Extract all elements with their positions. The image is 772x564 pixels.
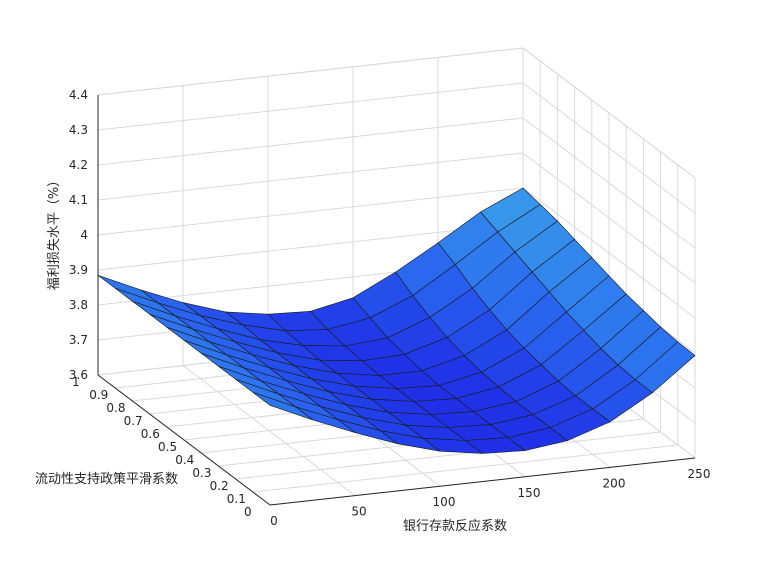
back-wall-gridline [97, 187, 524, 236]
y-tick-label: 0 [244, 505, 252, 519]
z-tick-label: 4.3 [69, 123, 88, 137]
y-tick-label: 0.9 [89, 388, 108, 402]
floor-gridline [235, 431, 661, 480]
tick-labels: 05010015020025000.10.20.30.40.50.60.70.8… [69, 88, 711, 528]
z-tick-label: 4.2 [69, 158, 88, 172]
y-tick-label: 0.4 [175, 453, 194, 467]
y-tick-label: 0.6 [141, 427, 160, 441]
y-axis-label: 流动性支持政策平滑系数 [35, 471, 178, 487]
back-wall-gridline [97, 117, 524, 166]
surface-face [97, 274, 158, 304]
y-tick-label: 0.2 [210, 479, 229, 493]
side-wall-gridline [522, 117, 696, 249]
axes [97, 95, 696, 506]
x-tick-label: 150 [518, 486, 541, 500]
z-tick-label: 3.8 [69, 298, 88, 312]
y-tick-label: 1 [72, 375, 80, 389]
side-wall-gridline [522, 187, 696, 319]
z-tick-label: 3.6 [69, 368, 88, 382]
x-tick-label: 0 [270, 514, 278, 528]
wall-top-edge [97, 47, 524, 96]
floor-gridline [252, 444, 678, 493]
y-tick-label: 0.8 [106, 401, 125, 415]
z-tick-label: 3.7 [69, 333, 88, 347]
y-tick-label: 0.7 [124, 414, 143, 428]
z-tick-label: 4 [80, 228, 88, 242]
back-wall-gridline [97, 152, 524, 201]
x-tick-label: 250 [688, 467, 711, 481]
x-tick-label: 200 [603, 476, 626, 490]
y-tick-label: 0.5 [158, 440, 177, 454]
back-wall-gridline [97, 82, 524, 131]
back-wall-gridline [97, 222, 524, 271]
y-axis-line [97, 374, 271, 506]
x-axis-label: 银行存款反应系数 [403, 518, 507, 534]
side-wall-gridline [522, 82, 696, 214]
z-tick-label: 4.4 [69, 88, 88, 102]
side-wall-gridline [522, 152, 696, 284]
surface [97, 187, 696, 454]
y-tick-label: 0.1 [227, 492, 246, 506]
z-tick-label: 3.9 [69, 263, 88, 277]
z-tick-label: 4.1 [69, 193, 88, 207]
z-axis-label: 福利损失水平（%） [47, 174, 62, 290]
x-tick-label: 50 [351, 505, 366, 519]
y-tick-label: 0.3 [192, 466, 211, 480]
surface-face [252, 391, 313, 421]
x-tick-label: 100 [433, 495, 456, 509]
x-axis-line [269, 457, 696, 506]
wall-top-edge [522, 47, 696, 179]
